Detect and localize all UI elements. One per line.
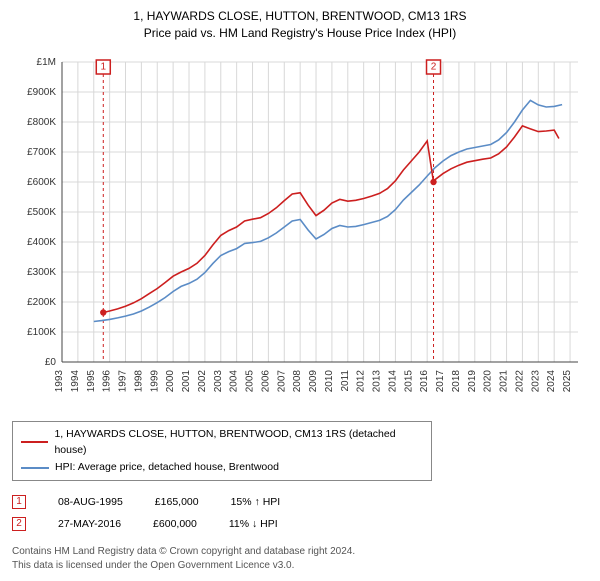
svg-text:2000: 2000	[165, 369, 176, 392]
svg-text:2: 2	[431, 61, 437, 72]
svg-text:£400K: £400K	[27, 237, 56, 248]
svg-text:2020: 2020	[483, 369, 494, 392]
legend-swatch	[21, 441, 48, 443]
footer-line-1: Contains HM Land Registry data © Crown c…	[12, 545, 588, 559]
svg-text:2019: 2019	[467, 369, 478, 392]
svg-text:1: 1	[100, 61, 106, 72]
svg-text:£100K: £100K	[27, 327, 56, 338]
svg-text:1993: 1993	[54, 369, 65, 392]
svg-text:2018: 2018	[451, 369, 462, 392]
legend-label: 1, HAYWARDS CLOSE, HUTTON, BRENTWOOD, CM…	[54, 426, 423, 460]
legend-label: HPI: Average price, detached house, Bren…	[55, 459, 279, 476]
svg-text:1994: 1994	[70, 369, 81, 392]
svg-text:2008: 2008	[292, 369, 303, 392]
svg-text:£800K: £800K	[27, 117, 56, 128]
svg-text:£500K: £500K	[27, 207, 56, 218]
svg-text:£300K: £300K	[27, 267, 56, 278]
svg-text:2021: 2021	[499, 369, 510, 392]
svg-text:2012: 2012	[356, 369, 367, 392]
legend-swatch	[21, 467, 49, 469]
svg-text:£700K: £700K	[27, 147, 56, 158]
transaction-row: 1 08-AUG-1995 £165,000 15% ↑ HPI	[12, 491, 588, 513]
transaction-marker: 1	[12, 495, 26, 509]
svg-text:1999: 1999	[149, 369, 160, 392]
svg-text:2010: 2010	[324, 369, 335, 392]
legend-row: 1, HAYWARDS CLOSE, HUTTON, BRENTWOOD, CM…	[21, 426, 423, 460]
svg-text:1995: 1995	[86, 369, 97, 392]
svg-text:1997: 1997	[118, 369, 129, 392]
svg-text:2023: 2023	[530, 369, 541, 392]
svg-text:2024: 2024	[546, 369, 557, 392]
svg-text:2017: 2017	[435, 369, 446, 392]
svg-text:2009: 2009	[308, 369, 319, 392]
footer-line-2: This data is licensed under the Open Gov…	[12, 559, 588, 573]
svg-text:1996: 1996	[102, 369, 113, 392]
svg-text:2006: 2006	[260, 369, 271, 392]
svg-text:1998: 1998	[133, 369, 144, 392]
svg-text:£600K: £600K	[27, 177, 56, 188]
svg-text:2003: 2003	[213, 369, 224, 392]
legend: 1, HAYWARDS CLOSE, HUTTON, BRENTWOOD, CM…	[12, 421, 432, 481]
legend-row: HPI: Average price, detached house, Bren…	[21, 459, 423, 476]
svg-text:2014: 2014	[387, 369, 398, 392]
transaction-delta: 15% ↑ HPI	[231, 496, 281, 508]
svg-text:2022: 2022	[514, 369, 525, 392]
footer-attribution: Contains HM Land Registry data © Crown c…	[12, 545, 588, 573]
svg-text:2001: 2001	[181, 369, 192, 392]
svg-text:£0: £0	[45, 357, 57, 368]
svg-text:2015: 2015	[403, 369, 414, 392]
chart-titles: 1, HAYWARDS CLOSE, HUTTON, BRENTWOOD, CM…	[12, 8, 588, 42]
svg-text:£200K: £200K	[27, 297, 56, 308]
transaction-price: £165,000	[155, 496, 199, 508]
transaction-delta: 11% ↓ HPI	[229, 518, 278, 530]
svg-text:£900K: £900K	[27, 87, 56, 98]
svg-text:2004: 2004	[229, 369, 240, 392]
price-chart: £0 £100K £200K £300K £400K £500K £600K £700K £80…	[12, 48, 588, 413]
svg-text:2007: 2007	[276, 369, 287, 392]
transaction-date: 08-AUG-1995	[58, 496, 123, 508]
svg-text:£1M: £1M	[37, 57, 56, 68]
transaction-price: £600,000	[153, 518, 197, 530]
transaction-row: 2 27-MAY-2016 £600,000 11% ↓ HPI	[12, 513, 588, 535]
title-line-1: 1, HAYWARDS CLOSE, HUTTON, BRENTWOOD, CM…	[12, 8, 588, 25]
svg-text:2011: 2011	[340, 369, 351, 391]
svg-text:2016: 2016	[419, 369, 430, 392]
transaction-date: 27-MAY-2016	[58, 518, 121, 530]
svg-text:2013: 2013	[372, 369, 383, 392]
svg-text:2005: 2005	[245, 369, 256, 392]
svg-text:2002: 2002	[197, 369, 208, 392]
title-line-2: Price paid vs. HM Land Registry's House …	[12, 25, 588, 42]
svg-text:2025: 2025	[562, 369, 573, 392]
transactions-table: 1 08-AUG-1995 £165,000 15% ↑ HPI 2 27-MAY-201…	[12, 491, 588, 535]
transaction-marker: 2	[12, 517, 26, 531]
